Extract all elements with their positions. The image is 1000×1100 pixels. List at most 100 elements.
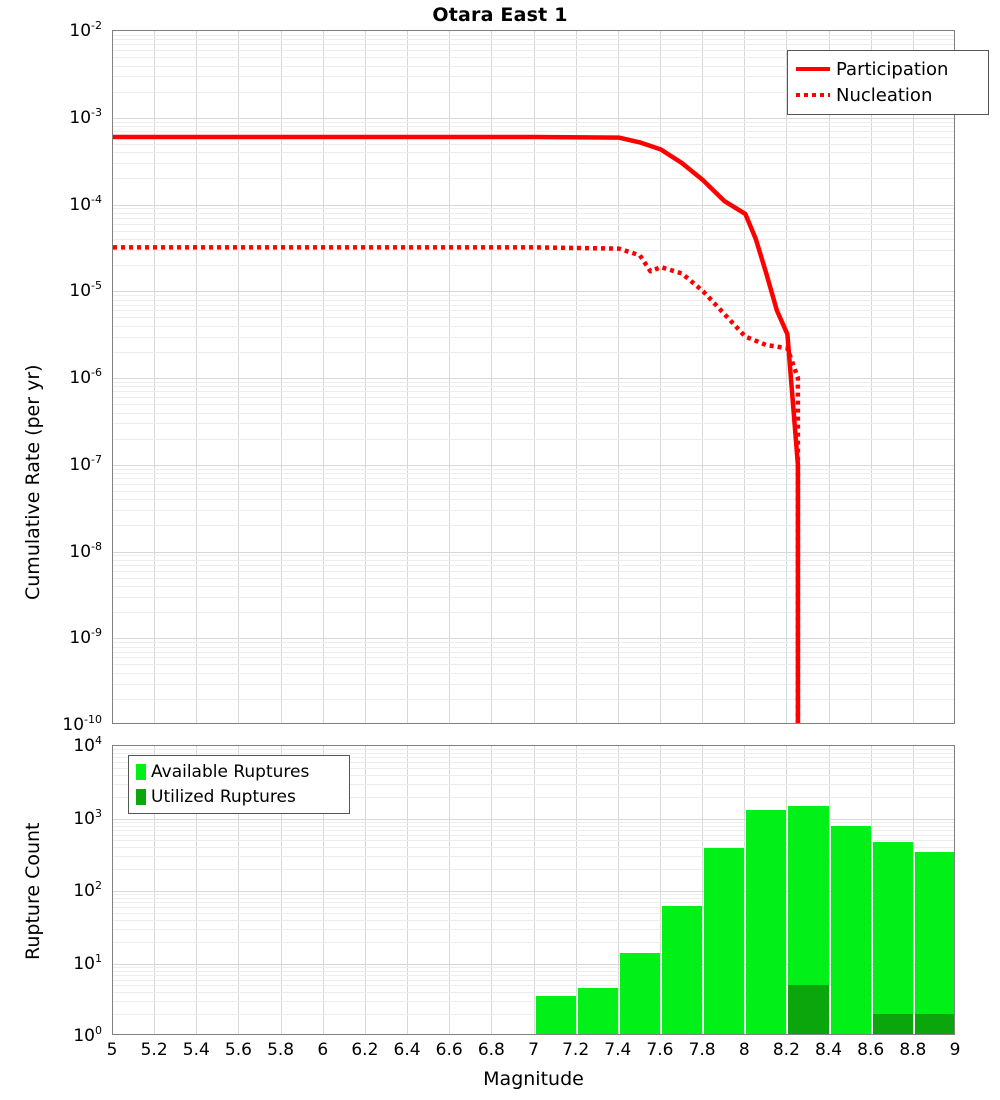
bar-available — [746, 810, 787, 1034]
gridline-horizontal — [113, 913, 954, 914]
gridline-horizontal — [113, 664, 954, 665]
x-tick-label: 9 — [949, 1040, 961, 1060]
gridline-horizontal — [113, 775, 954, 776]
y-tick-label: 104 — [73, 734, 102, 756]
gridline-horizontal — [113, 749, 954, 750]
bar-available — [619, 952, 660, 1034]
gridline-horizontal — [113, 552, 954, 553]
gridline-horizontal — [113, 310, 954, 311]
x-tick-label: 6.8 — [477, 1040, 505, 1060]
gridline-horizontal — [113, 57, 954, 58]
gridline-vertical — [196, 746, 198, 1034]
x-tick-label: 6.4 — [393, 1040, 421, 1060]
gridline-horizontal — [113, 265, 954, 266]
y-tick-label: 102 — [73, 879, 102, 901]
legend-label-available: Available Ruptures — [151, 761, 310, 782]
gridline-horizontal — [113, 762, 954, 763]
gridline-horizontal — [113, 50, 954, 51]
gridline-horizontal — [113, 382, 954, 383]
gridline-vertical — [744, 746, 746, 1034]
utilized-swatch-icon — [136, 788, 146, 805]
gridline-vertical — [449, 746, 451, 1034]
gridline-horizontal — [113, 118, 954, 119]
gridline-horizontal — [113, 126, 954, 127]
y-tick-label: 10-9 — [69, 626, 102, 649]
gridline-horizontal — [113, 391, 954, 392]
gridline-horizontal — [113, 491, 954, 492]
gridline-horizontal — [113, 76, 954, 77]
gridline-horizontal — [113, 967, 954, 968]
legend-item-utilized[interactable]: Utilized Ruptures — [136, 784, 342, 809]
gridline-horizontal — [113, 856, 954, 857]
legend-label-utilized: Utilized Ruptures — [151, 786, 296, 807]
gridline-vertical — [280, 746, 282, 1034]
gridline-horizontal — [113, 673, 954, 674]
gridline-horizontal — [113, 469, 954, 470]
page-title: Otara East 1 — [432, 4, 568, 26]
available-swatch-icon — [136, 763, 146, 780]
x-tick-label: 5.8 — [267, 1040, 295, 1060]
gridline-horizontal — [113, 205, 954, 206]
gridline-horizontal — [113, 942, 954, 943]
legend-item-available[interactable]: Available Ruptures — [136, 759, 342, 784]
gridline-horizontal — [113, 439, 954, 440]
gridline-vertical — [407, 31, 409, 723]
gridline-horizontal — [113, 122, 954, 123]
gridline-vertical — [154, 746, 156, 1034]
gridline-horizontal — [113, 386, 954, 387]
gridline-horizontal — [113, 478, 954, 479]
y-tick-label: 10-10 — [62, 713, 102, 735]
gridline-horizontal — [113, 300, 954, 301]
x-tick-label: 5.2 — [140, 1040, 168, 1060]
gridline-horizontal — [113, 971, 954, 972]
gridline-horizontal — [113, 757, 954, 758]
bar-available — [535, 995, 576, 1034]
gridline-vertical — [702, 31, 704, 723]
gridline-horizontal — [113, 1014, 954, 1015]
gridline-horizontal — [113, 822, 954, 823]
gridline-horizontal — [113, 980, 954, 981]
gridline-horizontal — [113, 413, 954, 414]
bar-chart-legend[interactable]: Available Ruptures Utilized Ruptures — [128, 755, 350, 814]
gridline-horizontal — [113, 907, 954, 908]
gridline-horizontal — [113, 1001, 954, 1002]
gridline-horizontal — [113, 337, 954, 338]
y-tick-label: 103 — [73, 806, 102, 829]
gridline-vertical — [322, 31, 324, 723]
gridline-vertical — [322, 746, 324, 1034]
gridline-horizontal — [113, 586, 954, 587]
gridline-vertical — [575, 31, 577, 723]
gridline-vertical — [196, 31, 198, 723]
legend-item-participation[interactable]: Participation — [796, 56, 980, 82]
gridline-horizontal — [113, 378, 954, 379]
gridline-horizontal — [113, 826, 954, 827]
x-tick-label: 7.6 — [646, 1040, 674, 1060]
x-tick-label: 6.2 — [351, 1040, 379, 1060]
gridline-horizontal — [113, 835, 954, 836]
line-series-layer — [113, 134, 801, 723]
gridline-horizontal — [113, 597, 954, 598]
legend-item-nucleation[interactable]: Nucleation — [796, 82, 980, 108]
y-tick-label: 10-2 — [69, 19, 102, 41]
gridline-horizontal — [113, 35, 954, 36]
gridline-horizontal — [113, 992, 954, 993]
gridline-horizontal — [113, 684, 954, 685]
gridline-vertical — [238, 746, 240, 1034]
gridline-horizontal — [113, 239, 954, 240]
line-chart-legend[interactable]: Participation Nucleation — [787, 50, 989, 115]
gridline-horizontal — [113, 218, 954, 219]
gridline-horizontal — [113, 638, 954, 639]
x-tick-label: 6.6 — [435, 1040, 463, 1060]
gridline-vertical — [617, 31, 619, 723]
gridline-vertical — [744, 31, 746, 723]
gridline-horizontal — [113, 231, 954, 232]
gridline-vertical — [575, 746, 577, 1034]
y-tick-label: 10-7 — [69, 452, 102, 475]
legend-label-participation: Participation — [836, 58, 949, 80]
gridline-horizontal — [113, 753, 954, 754]
gridline-horizontal — [113, 326, 954, 327]
bar-utilized — [788, 985, 829, 1034]
bar-available — [830, 825, 871, 1034]
gridline-horizontal — [113, 830, 954, 831]
